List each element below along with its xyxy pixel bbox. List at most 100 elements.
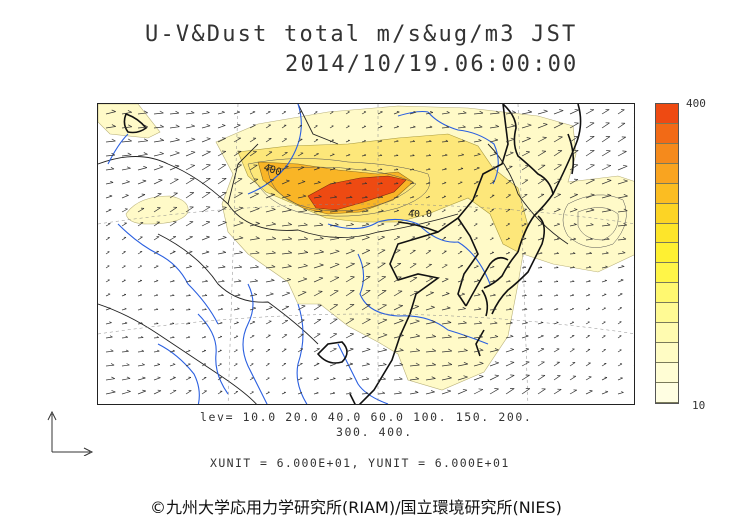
wind-arrow — [425, 364, 436, 367]
wind-arrow — [169, 363, 176, 367]
wind-arrow — [153, 112, 164, 115]
wind-arrow — [473, 280, 480, 283]
wind-arrow-head — [189, 250, 193, 253]
wind-arrow-head — [463, 348, 468, 352]
wind-arrow-head — [364, 154, 367, 156]
wind-arrow — [121, 140, 132, 143]
wind-arrow — [329, 250, 340, 255]
wind-arrow — [537, 308, 543, 311]
wind-arrow — [185, 164, 195, 171]
wind-arrow — [297, 291, 307, 297]
wind-arrow-head — [412, 154, 415, 156]
wind-arrow — [281, 377, 286, 381]
wind-arrow — [473, 181, 479, 185]
colorbar-min-label: 10 — [692, 399, 706, 412]
wind-arrow-head — [172, 308, 175, 310]
wind-arrow — [473, 223, 478, 227]
wind-arrow-head — [365, 195, 368, 198]
wind-arrow — [473, 237, 478, 241]
wind-arrow — [585, 308, 590, 311]
wind-arrow — [121, 222, 127, 227]
wind-arrow — [121, 336, 128, 339]
wind-arrow — [569, 179, 579, 185]
wind-arrow-head — [448, 348, 453, 352]
wind-arrow-head — [318, 194, 322, 198]
wind-arrow — [537, 164, 546, 171]
wind-arrow — [233, 391, 238, 395]
wind-arrow — [409, 169, 415, 171]
wind-arrow-head — [543, 109, 548, 112]
wind-arrow — [377, 210, 384, 213]
wind-arrow — [617, 377, 623, 381]
wind-arrow-head — [398, 304, 403, 306]
wind-arrow-head — [622, 251, 626, 254]
wind-arrow-head — [239, 250, 243, 254]
wind-arrow-head — [412, 195, 415, 198]
wind-arrow-head — [508, 280, 511, 282]
wind-arrow — [217, 336, 223, 339]
wind-arrow-head — [172, 322, 175, 324]
wind-arrow — [521, 388, 531, 395]
wind-arrow — [265, 223, 276, 227]
wind-arrow-head — [204, 335, 207, 338]
wind-arrow-head — [270, 179, 274, 181]
wind-arrow-head — [429, 125, 433, 128]
wind-arrow-head — [494, 374, 499, 377]
wind-arrow — [137, 350, 144, 353]
wind-arrow — [537, 150, 547, 157]
wind-arrow — [457, 195, 462, 199]
wind-arrow — [377, 140, 383, 143]
wind-arrow — [473, 167, 480, 171]
wind-arrow — [249, 294, 257, 297]
wind-arrow — [233, 252, 243, 255]
wind-arrow — [217, 390, 223, 395]
wind-arrow — [505, 152, 514, 157]
wind-arrow — [617, 266, 625, 269]
wind-arrow — [329, 277, 340, 283]
wind-arrow — [553, 110, 564, 115]
wind-arrow — [121, 265, 126, 269]
wind-arrow — [201, 336, 206, 339]
wind-arrow — [585, 390, 593, 395]
wind-arrow-head — [476, 265, 479, 267]
wind-arrow — [169, 377, 176, 381]
wind-arrow-head — [142, 389, 146, 392]
wind-arrow — [441, 141, 449, 143]
wind-arrow-head — [622, 237, 627, 240]
colorbar-segment — [656, 283, 678, 304]
wind-arrow-head — [350, 262, 355, 265]
colorbar-segment — [656, 323, 678, 344]
wind-arrow-head — [157, 389, 162, 392]
wind-arrow — [121, 237, 127, 241]
map-borders — [98, 104, 569, 404]
wind-arrow — [105, 223, 111, 227]
wind-arrow-head — [189, 235, 193, 238]
wind-arrow-head — [380, 195, 384, 198]
wind-arrow — [281, 320, 288, 325]
wind-arrow — [457, 126, 466, 129]
wind-arrow — [153, 280, 159, 283]
wind-arrow-head — [303, 263, 308, 267]
wind-arrow — [265, 138, 272, 143]
wind-arrow — [537, 267, 543, 269]
wind-arrow — [233, 207, 244, 213]
wind-arrow — [281, 306, 290, 311]
wind-arrow — [105, 378, 115, 381]
wind-arrow — [425, 196, 430, 199]
wind-arrow-head — [382, 318, 388, 321]
wind-arrow — [297, 363, 303, 367]
wind-arrow — [457, 293, 465, 297]
wind-arrow-head — [220, 321, 223, 324]
wind-arrow — [281, 238, 292, 241]
wind-arrow — [601, 210, 611, 213]
wind-arrow — [633, 253, 634, 254]
contour-label-40: 40.0 — [408, 209, 432, 220]
wind-arrow-head — [396, 111, 400, 113]
colorbar — [655, 103, 679, 404]
wind-arrow-head — [494, 321, 498, 324]
wind-arrow — [249, 321, 256, 325]
wind-arrow-head — [334, 195, 338, 198]
wind-arrow-head — [492, 265, 495, 268]
wind-arrow — [137, 222, 144, 227]
wind-arrow — [137, 377, 146, 381]
